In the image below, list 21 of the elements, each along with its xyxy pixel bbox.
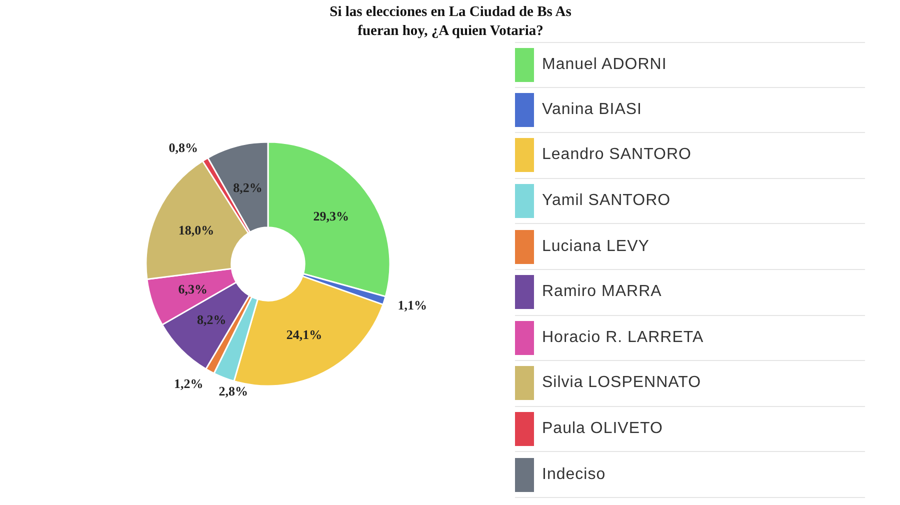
- legend-label: Silvia LOSPENNATO: [541, 374, 702, 392]
- legend-label: Vanina BIASI: [541, 100, 642, 119]
- legend-label: Yamil SANTORO: [541, 192, 671, 210]
- legend-label: Leandro SANTORO: [541, 146, 692, 164]
- legend-label: Paula OLIVETO: [541, 420, 663, 438]
- data-label: 6,3%: [178, 282, 208, 297]
- data-label: 8,2%: [233, 180, 262, 195]
- data-label: 24,1%: [286, 327, 322, 342]
- legend-label: Luciana LEVY: [541, 238, 650, 256]
- data-label: 2,8%: [218, 383, 248, 398]
- chart-title: Si las elecciones en La Ciudad de Bs As fueran hoy, ¿A quien Votaria?: [328, 3, 572, 41]
- data-label: 0,8%: [168, 140, 198, 155]
- data-label: 1,1%: [398, 297, 427, 312]
- legend-label: Ramiro MARRA: [541, 283, 662, 302]
- legend-label: Manuel ADORNI: [541, 56, 667, 74]
- data-label: 1,2%: [174, 376, 204, 392]
- data-label: 18,0%: [178, 222, 214, 238]
- legend-label: Indeciso: [541, 466, 606, 484]
- data-label: 8,2%: [196, 312, 226, 328]
- legend-label: Horacio R. LARRETA: [541, 328, 704, 347]
- data-label: 29,3%: [313, 208, 349, 224]
